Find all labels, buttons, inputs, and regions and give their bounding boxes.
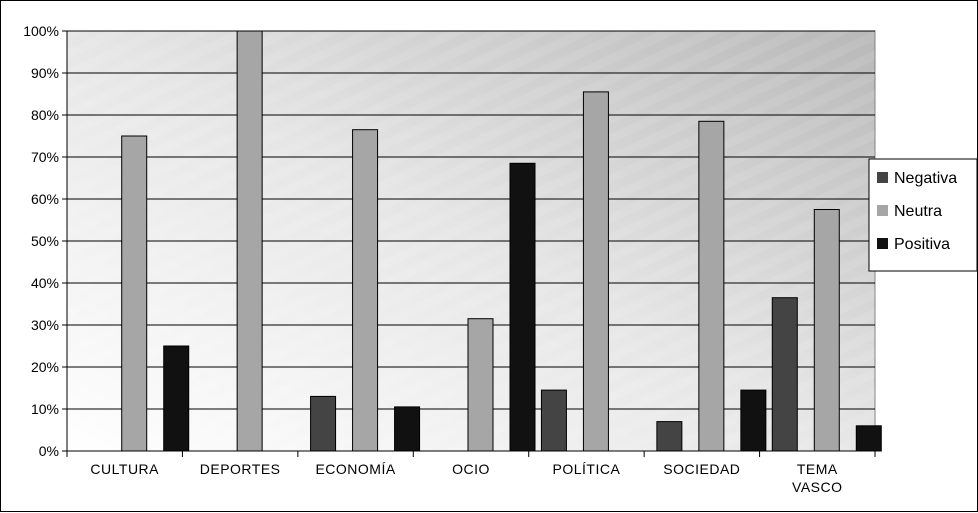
bar-neutra bbox=[698, 120, 725, 452]
bar-negativa bbox=[310, 395, 337, 452]
legend-label-neutra: Neutra bbox=[894, 203, 942, 220]
x-category-label: VASCO bbox=[792, 479, 842, 495]
legend-label-positiva: Positiva bbox=[894, 236, 950, 253]
y-tick-label: 80% bbox=[31, 107, 59, 123]
bar-neutra bbox=[582, 91, 609, 452]
bar-negativa bbox=[771, 297, 798, 452]
legend-swatch-negativa bbox=[877, 172, 888, 183]
bar-negativa bbox=[656, 421, 683, 452]
bar-neutra bbox=[236, 30, 263, 452]
bar-positiva bbox=[740, 389, 767, 452]
bar-negativa bbox=[540, 389, 567, 452]
y-tick-label: 70% bbox=[31, 149, 59, 165]
y-tick-label: 10% bbox=[31, 401, 59, 417]
bar-positiva bbox=[163, 345, 190, 452]
y-tick-label: 90% bbox=[31, 65, 59, 81]
x-category-label: SOCIEDAD bbox=[663, 461, 740, 477]
x-category-label: OCIO bbox=[452, 461, 490, 477]
bar-neutra bbox=[352, 129, 379, 452]
y-tick-label: 60% bbox=[31, 191, 59, 207]
y-tick-label: 20% bbox=[31, 359, 59, 375]
y-tick-label: 50% bbox=[31, 233, 59, 249]
bar-neutra bbox=[121, 135, 148, 452]
bar-positiva bbox=[509, 162, 536, 452]
x-category-label: ECONOMÍA bbox=[315, 461, 395, 477]
y-axis-ticks: 0% 10% 20% 30% 40% 50% 60% 70% 80% 90% 100% bbox=[23, 23, 67, 459]
legend-swatch-positiva bbox=[877, 238, 888, 249]
x-category-label: TEMA bbox=[797, 461, 838, 477]
x-axis-categories: CULTURA DEPORTES ECONOMÍA OCIO POLÍTICA SOCIE… bbox=[90, 461, 842, 495]
y-tick-label: 100% bbox=[23, 23, 59, 39]
bar-positiva bbox=[394, 406, 421, 452]
y-tick-label: 40% bbox=[31, 275, 59, 291]
y-tick-label: 30% bbox=[31, 317, 59, 333]
x-category-label: POLÍTICA bbox=[553, 461, 621, 477]
bar-positiva bbox=[855, 425, 882, 452]
bar-neutra bbox=[813, 209, 840, 452]
x-category-label: CULTURA bbox=[90, 461, 159, 477]
legend-swatch-neutra bbox=[877, 205, 888, 216]
legend-label-negativa: Negativa bbox=[894, 170, 957, 187]
x-category-label: DEPORTES bbox=[200, 461, 281, 477]
y-tick-label: 0% bbox=[39, 443, 59, 459]
legend: Negativa Neutra Positiva bbox=[868, 158, 978, 272]
bar-neutra bbox=[467, 318, 494, 452]
